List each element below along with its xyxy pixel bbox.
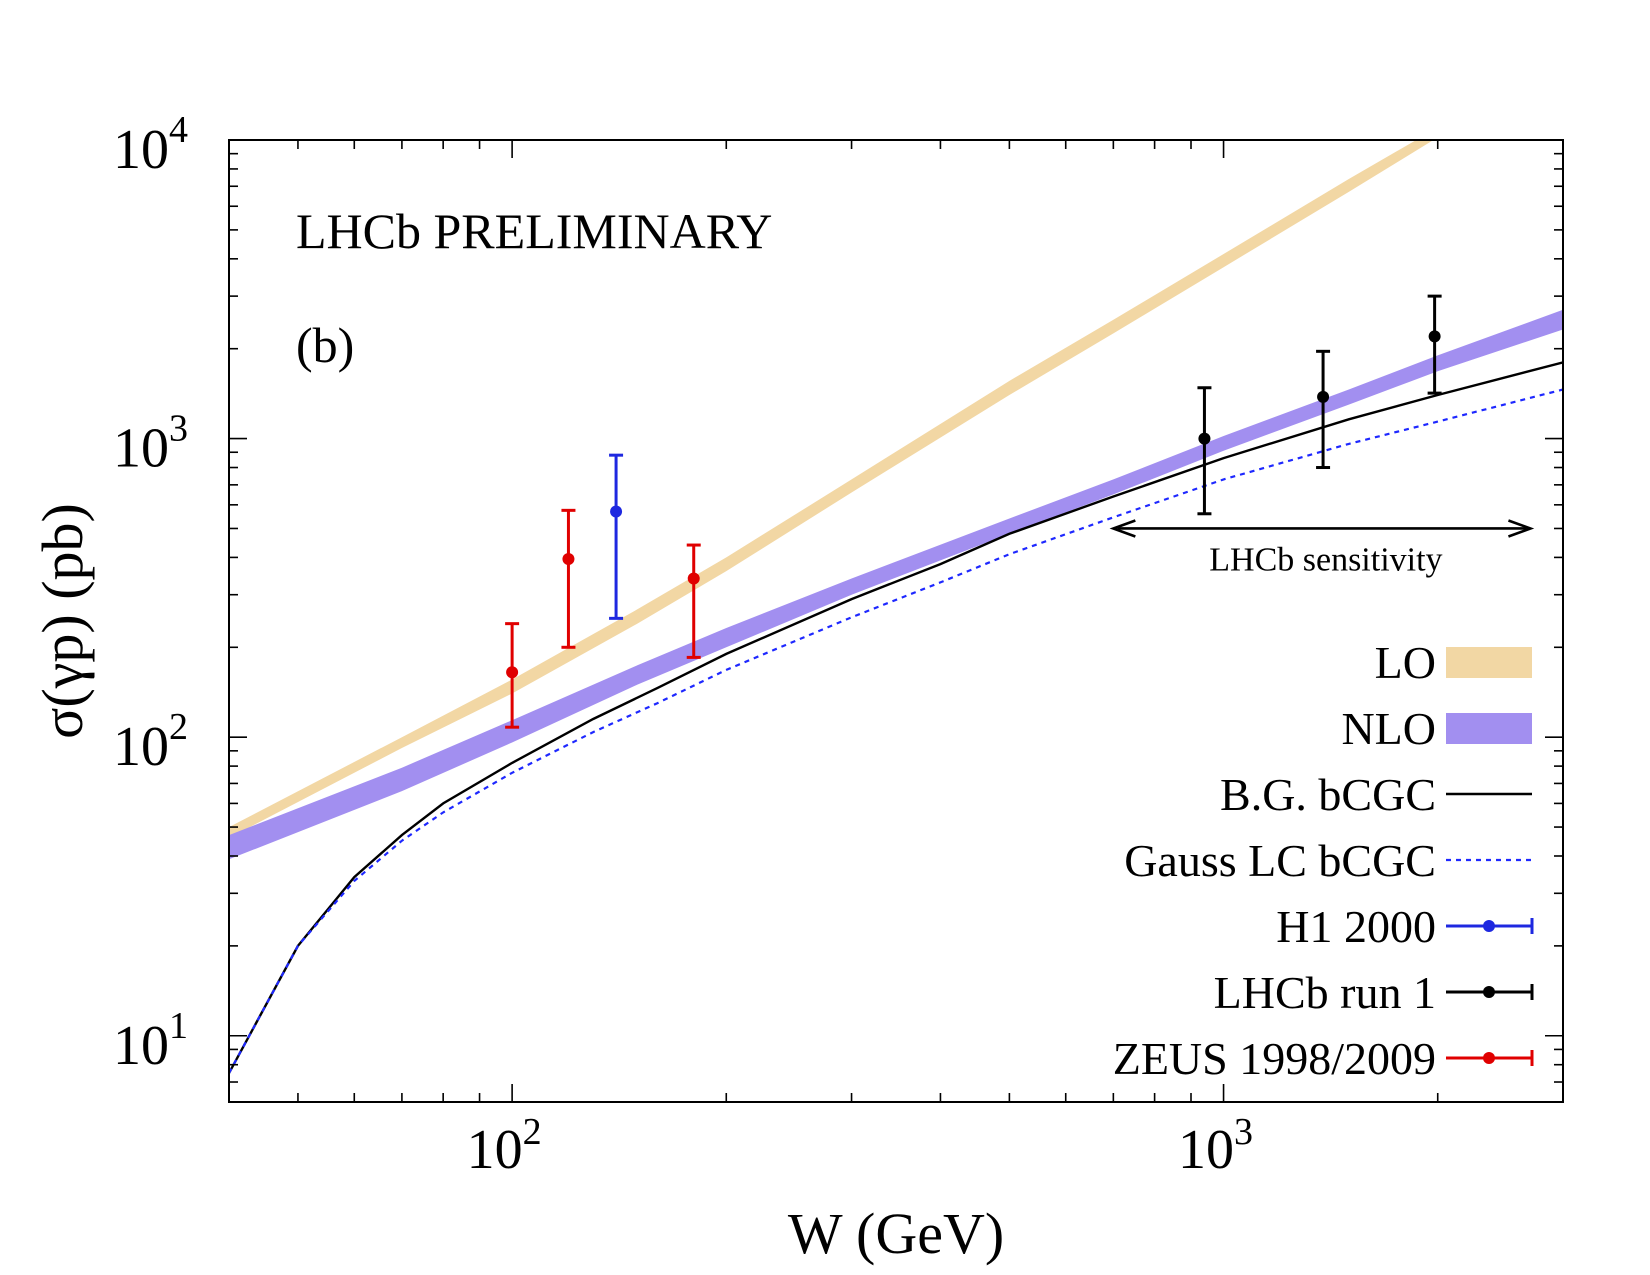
data-marker — [1198, 432, 1211, 445]
y-axis-title: σ(γp) (pb) — [30, 503, 95, 739]
legend-item-b-g-bcgc: B.G. bCGC — [1220, 769, 1532, 820]
x-axis-title: W (GeV) — [788, 1201, 1004, 1266]
panel-label: (b) — [296, 317, 354, 373]
legend-label: Gauss LC bCGC — [1124, 835, 1436, 886]
data-marker — [610, 505, 623, 518]
sensitivity-label: LHCb sensitivity — [1209, 541, 1442, 578]
legend-label: ZEUS 1998/2009 — [1113, 1033, 1436, 1084]
x-tick-label: 102 — [467, 1111, 542, 1181]
y-tick-label: 101 — [113, 1005, 188, 1077]
legend-item-lhcb-run-1: LHCb run 1 — [1214, 967, 1534, 1018]
x-tick-label: 103 — [1178, 1111, 1253, 1181]
legend-label: NLO — [1341, 703, 1436, 754]
point-zeus-1998-2009-2 — [561, 508, 576, 649]
legend-label: B.G. bCGC — [1220, 769, 1436, 820]
point-lhcb-run-1-1 — [1197, 386, 1212, 516]
point-zeus-1998-2009-3 — [686, 543, 701, 659]
legend-item-lo: LO — [1375, 637, 1532, 688]
legend-label: LO — [1375, 637, 1436, 688]
legend-marker — [1483, 920, 1495, 932]
y-tick-label: 104 — [113, 109, 188, 181]
point-lhcb-run-1-2 — [1316, 349, 1331, 470]
point-lhcb-run-1-3 — [1427, 294, 1442, 395]
legend-item-gauss-lc-bcgc: Gauss LC bCGC — [1124, 835, 1532, 886]
arrow-head-left — [1109, 519, 1136, 538]
band-lo — [229, 140, 1434, 838]
legend-item-h1-2000: H1 2000 — [1276, 901, 1534, 952]
preliminary-label: LHCb PRELIMINARY — [296, 203, 772, 259]
point-h1-2000-1 — [609, 453, 624, 620]
legend-item-nlo: NLO — [1341, 703, 1532, 754]
legend-marker — [1483, 1052, 1495, 1064]
line-gauss-lc-bcgc — [229, 388, 1563, 1074]
y-tick-label: 103 — [113, 408, 188, 480]
line-b-g-bcgc — [229, 361, 1563, 1074]
data-marker — [1317, 390, 1330, 403]
legend-label: LHCb run 1 — [1214, 967, 1436, 1018]
sensitivity-arrow — [1109, 519, 1535, 538]
y-tick-label: 102 — [113, 706, 188, 778]
arrow-head-right — [1508, 519, 1535, 538]
legend-swatch — [1446, 647, 1532, 678]
legend-swatch — [1446, 713, 1532, 744]
legend-item-zeus-1998-2009: ZEUS 1998/2009 — [1113, 1033, 1534, 1084]
data-marker — [506, 666, 519, 679]
point-zeus-1998-2009-1 — [505, 622, 520, 729]
data-marker — [687, 572, 700, 585]
plot-frame — [228, 139, 1564, 1103]
band-nlo — [229, 309, 1563, 860]
data-marker — [1428, 330, 1441, 343]
legend-label: H1 2000 — [1276, 901, 1436, 952]
legend-marker — [1483, 986, 1495, 998]
data-marker — [562, 553, 575, 566]
